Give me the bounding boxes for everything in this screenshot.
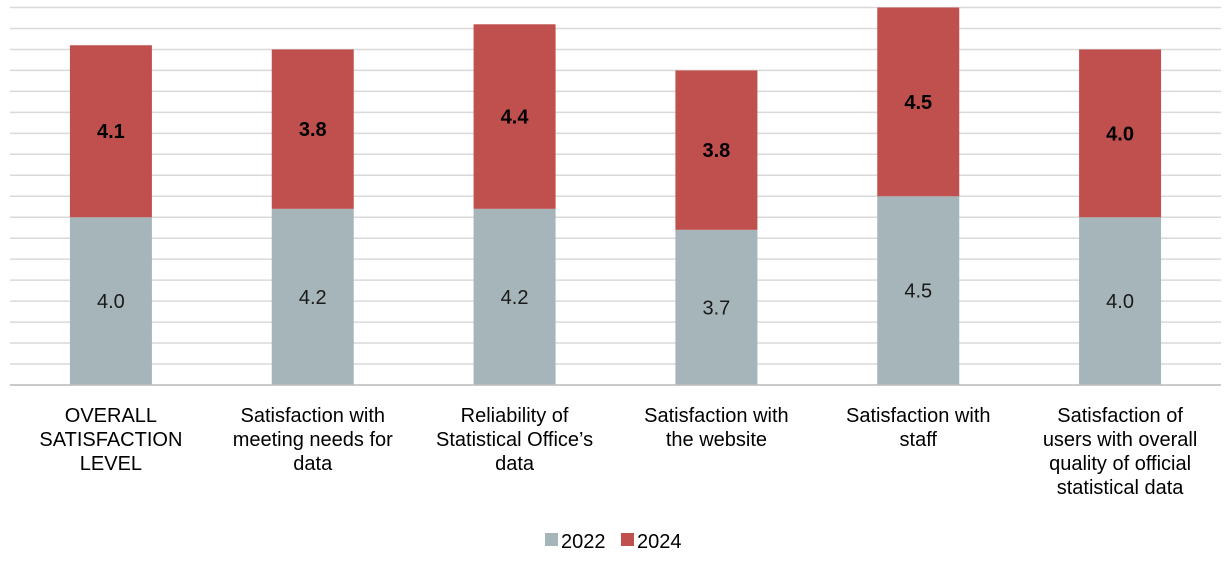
category-label: Reliability of Statistical Office’s data	[436, 405, 593, 475]
legend: 2022 2024	[545, 531, 682, 553]
bar-2024-4	[675, 70, 758, 230]
category-label: OVERALL SATISFACTION LEVEL	[39, 405, 182, 475]
bar-2024-3	[473, 24, 556, 209]
value-label-2022: 4.2	[501, 287, 529, 309]
value-label-2024: 3.8	[299, 119, 327, 141]
legend-swatch-2024	[621, 533, 634, 546]
value-label-2024: 4.1	[97, 121, 125, 143]
bar-2022-6	[1079, 217, 1162, 385]
bar-2024-5	[877, 7, 960, 197]
bar-2024-1	[69, 45, 152, 218]
value-label-2022: 3.7	[703, 297, 731, 319]
category-label: Satisfaction with staff	[846, 405, 991, 451]
category-label: Satisfaction of users with overall quality…	[1043, 405, 1198, 499]
value-label-2024: 3.8	[703, 140, 731, 162]
value-label-2022: 4.0	[97, 291, 125, 313]
bar-2022-4	[675, 229, 758, 385]
value-labels: 4.0 4.1 4.2 3.8 4.2 4.4 3.7 3.8 4.5 4.5 4.0 4.0	[97, 92, 1134, 320]
bars	[69, 7, 1162, 385]
value-label-2022: 4.5	[904, 281, 932, 303]
category-label: Satisfaction with meeting needs for data	[233, 405, 393, 475]
bar-2022-3	[473, 208, 556, 385]
legend-swatch-2022	[545, 533, 558, 546]
gridlines	[10, 6, 1221, 386]
legend-label-2022: 2022	[561, 531, 606, 553]
bar-2024-6	[1079, 49, 1162, 218]
bar-2022-2	[271, 208, 354, 385]
value-label-2022: 4.2	[299, 287, 327, 309]
bar-2024-2	[271, 49, 354, 209]
value-label-2024: 4.5	[904, 92, 932, 114]
x-axis-labels: OVERALL SATISFACTION LEVEL Satisfaction wit…	[39, 405, 1197, 499]
bar-2022-5	[877, 196, 960, 385]
bar-2022-1	[69, 217, 152, 385]
value-label-2022: 4.0	[1106, 291, 1134, 313]
value-label-2024: 4.0	[1106, 123, 1134, 145]
legend-label-2024: 2024	[637, 531, 682, 553]
category-label: Satisfaction with the website	[644, 405, 789, 451]
value-label-2024: 4.4	[501, 107, 530, 129]
